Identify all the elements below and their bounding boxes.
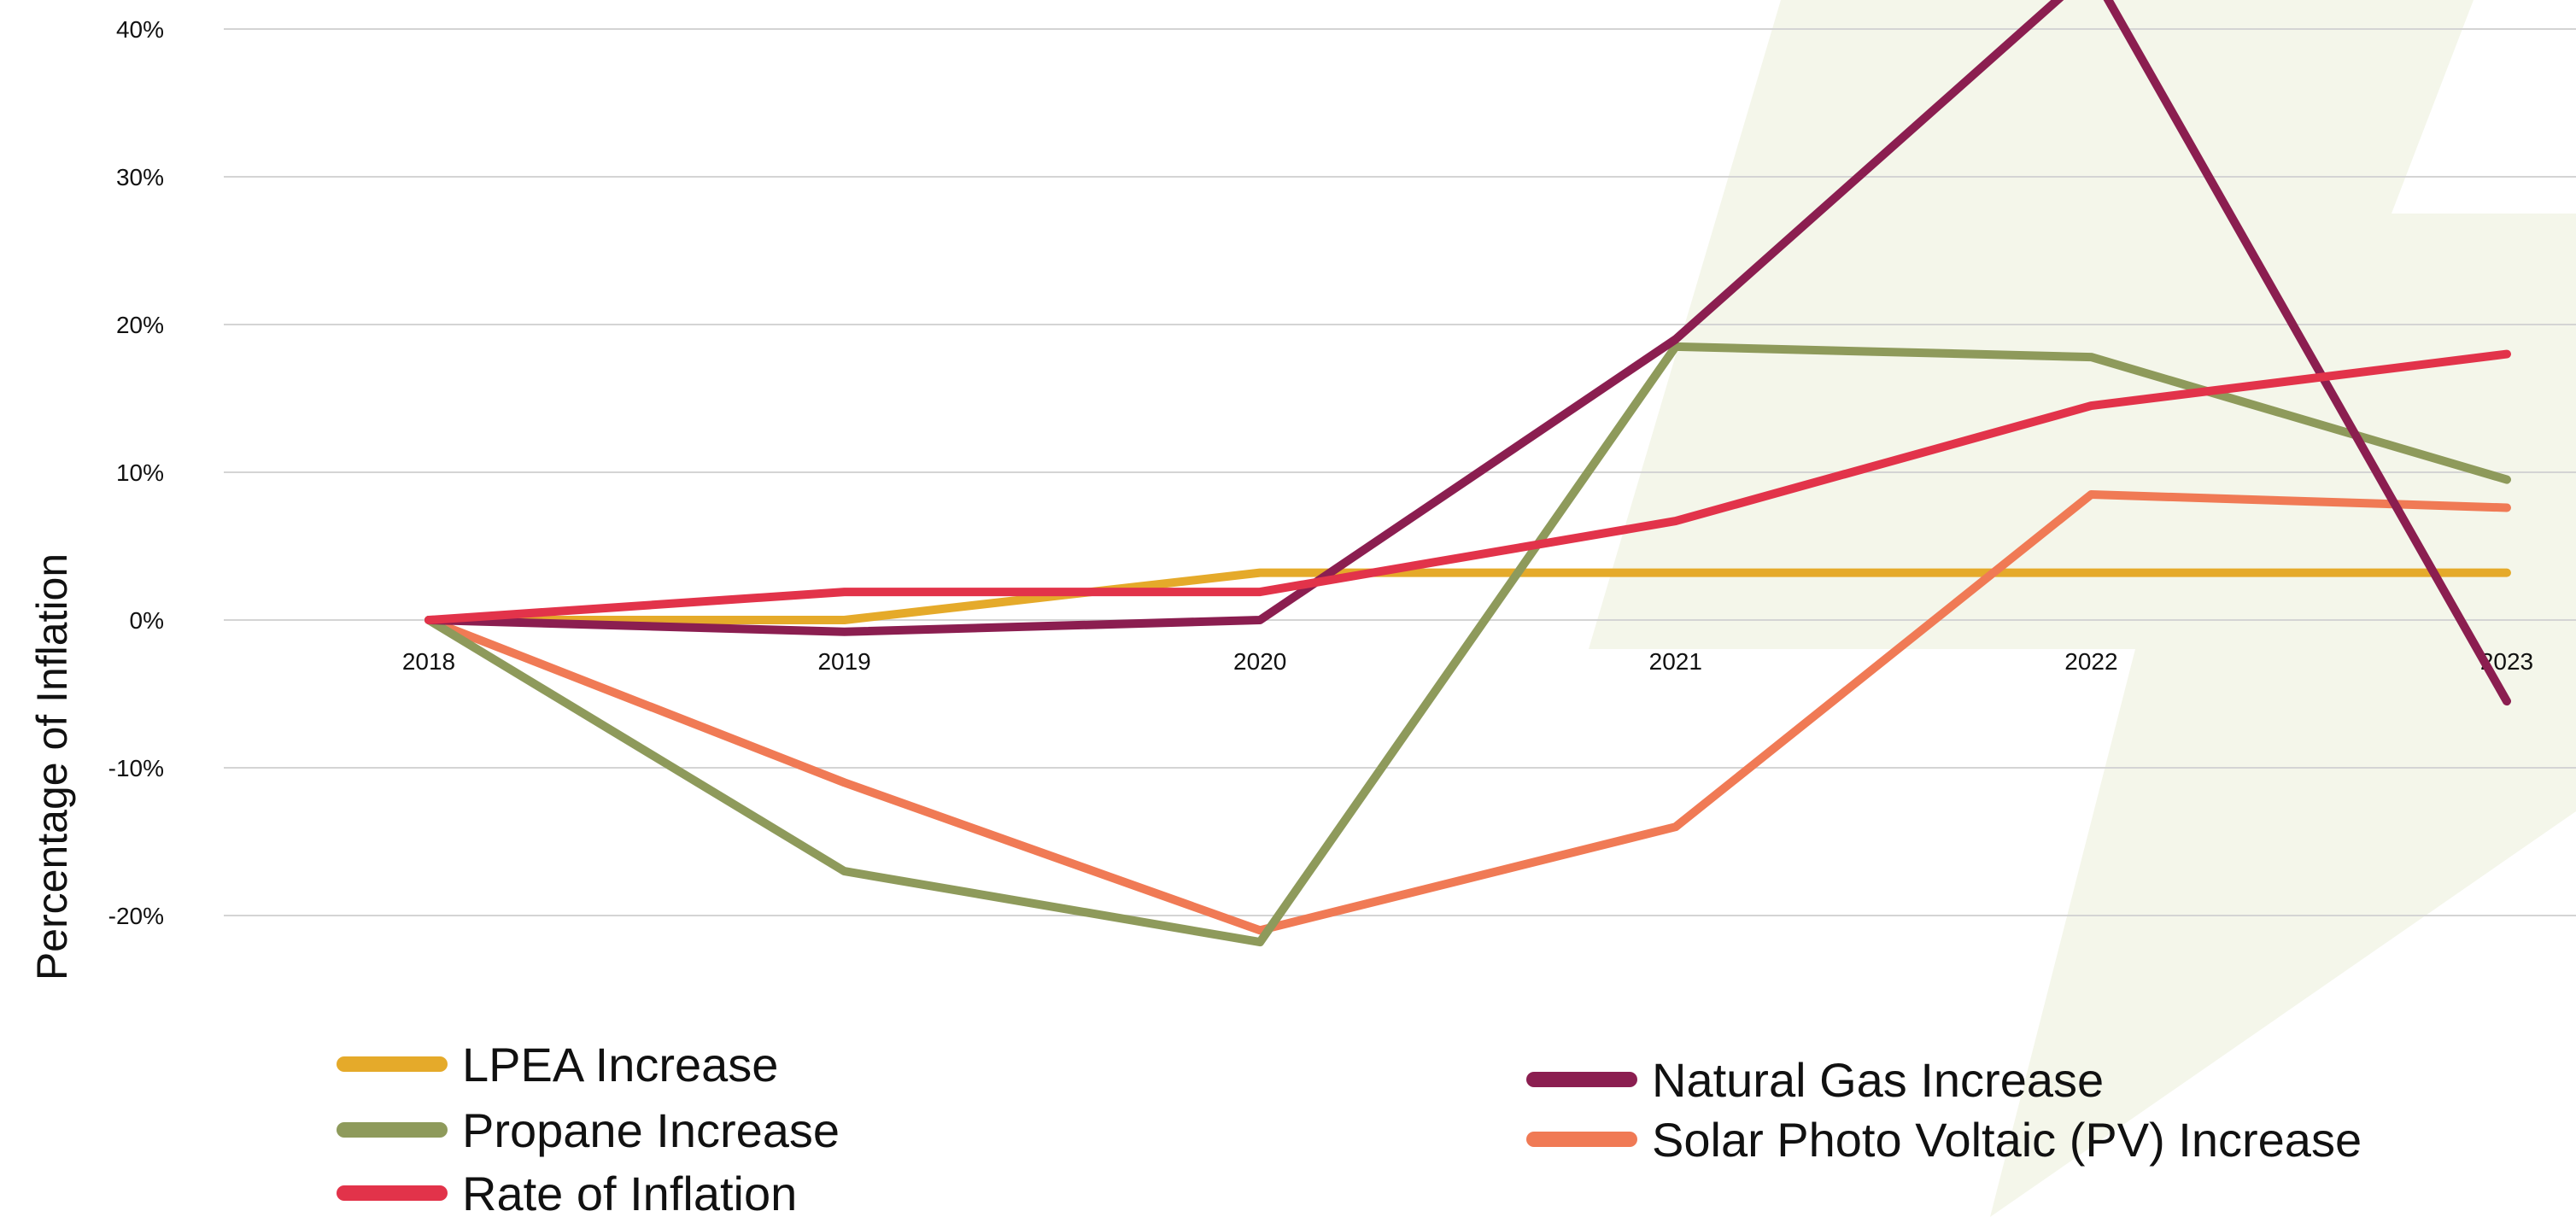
- x-tick-label: 2022: [2064, 648, 2117, 675]
- series-line-solar-photo-voltaic-pv-increase: [424, 490, 2511, 935]
- legend: LPEA Increase Propane Increase Rate of Inf…: [337, 1038, 2362, 1217]
- y-tick-label: 0%: [130, 607, 164, 634]
- legend-item-natural-gas-increase: Natural Gas Increase: [1526, 1053, 2104, 1107]
- legend-item-propane-increase: Propane Increase: [337, 1103, 840, 1157]
- legend-item-rate-of-inflation: Rate of Inflation: [337, 1167, 797, 1217]
- y-tick-label: 10%: [116, 459, 164, 486]
- y-tick-label: 20%: [116, 312, 164, 338]
- x-tick-label: 2020: [1233, 648, 1286, 675]
- legend-label: Natural Gas Increase: [1652, 1053, 2104, 1107]
- y-tick-label: -10%: [108, 755, 164, 781]
- legend-item-lpea-increase: LPEA Increase: [337, 1038, 778, 1091]
- series-lines: [424, 0, 2511, 947]
- series-line-propane-increase: [424, 342, 2511, 947]
- y-axis-tick-labels: 40% 30% 20% 10% 0% -10% -20%: [108, 16, 164, 929]
- background-decoration: [1589, 0, 2576, 1217]
- series-line-natural-gas-increase: [424, 0, 2511, 706]
- legend-item-solar-photo-voltaic-pv-increase: Solar Photo Voltaic (PV) Increase: [1526, 1113, 2362, 1167]
- x-tick-label: 2021: [1649, 648, 1702, 675]
- legend-label: LPEA Increase: [462, 1038, 778, 1091]
- x-tick-label: 2019: [817, 648, 870, 675]
- legend-label: Rate of Inflation: [462, 1167, 797, 1217]
- legend-label: Solar Photo Voltaic (PV) Increase: [1652, 1113, 2362, 1167]
- legend-label: Propane Increase: [462, 1103, 840, 1157]
- series-line-lpea-increase: [424, 568, 2511, 624]
- y-tick-label: 30%: [116, 164, 164, 190]
- y-axis-title: Percentage of Inflation: [28, 553, 76, 980]
- lightning-bolt-icon: [1589, 0, 2576, 1217]
- y-tick-label: -20%: [108, 903, 164, 929]
- x-tick-label: 2018: [402, 648, 455, 675]
- y-tick-label: 40%: [116, 16, 164, 43]
- series-line-rate-of-inflation: [424, 349, 2511, 624]
